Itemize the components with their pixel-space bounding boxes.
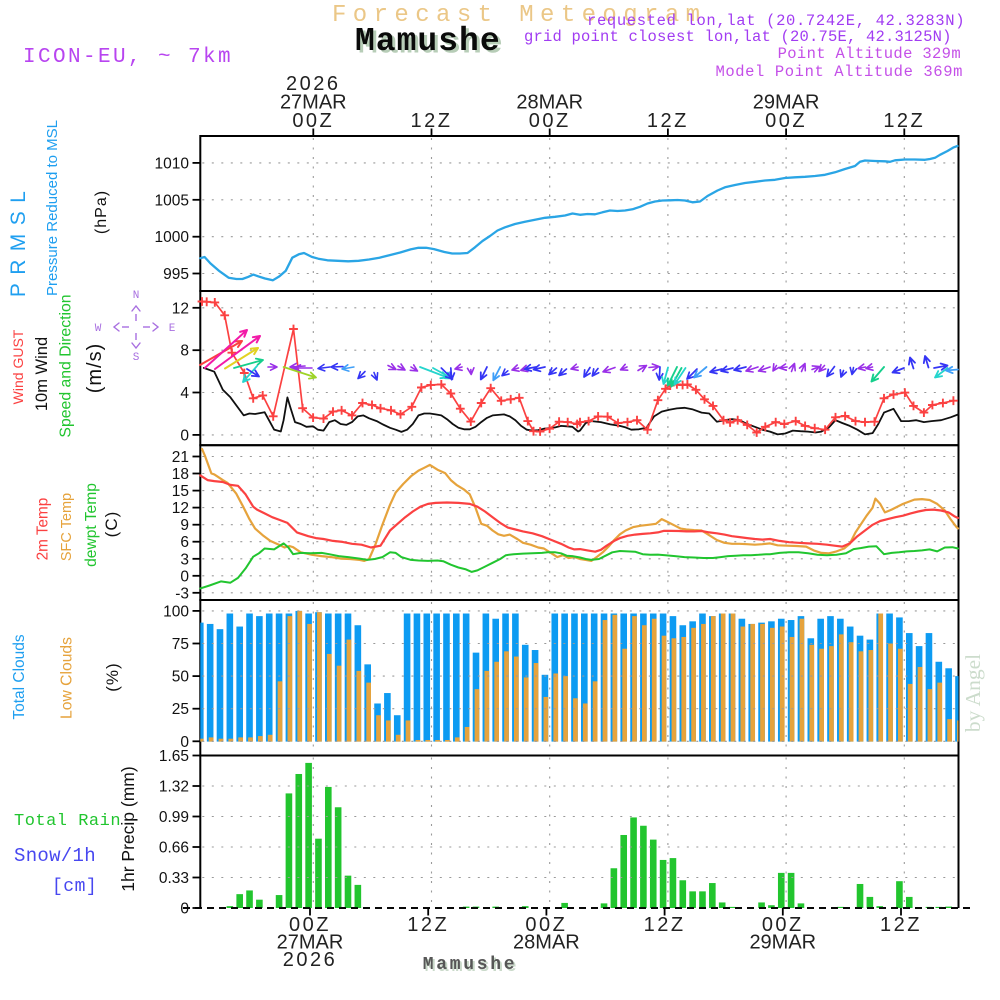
svg-text:W: W — [95, 323, 102, 335]
svg-text:21: 21 — [172, 449, 189, 466]
svg-text:0.99: 0.99 — [159, 809, 189, 826]
svg-text:Mamushe: Mamushe — [358, 26, 504, 63]
svg-text:0: 0 — [180, 901, 189, 918]
svg-text:PRMSL: PRMSL — [7, 183, 30, 297]
svg-text:(%): (%) — [103, 662, 122, 691]
svg-text:12Z: 12Z — [644, 914, 686, 936]
svg-text:Wind GUST: Wind GUST — [10, 329, 26, 404]
svg-text:00Z: 00Z — [525, 914, 567, 936]
svg-text:dewpt Temp: dewpt Temp — [83, 483, 100, 567]
svg-text:Snow/1h: Snow/1h — [14, 845, 96, 867]
svg-text:12: 12 — [172, 300, 189, 317]
svg-text:12Z: 12Z — [883, 110, 925, 132]
svg-text:10m Wind: 10m Wind — [33, 337, 51, 411]
svg-text:N: N — [133, 290, 140, 302]
svg-text:0: 0 — [180, 734, 189, 751]
svg-text:SFC Temp: SFC Temp — [59, 493, 75, 561]
svg-text:12Z: 12Z — [880, 914, 922, 936]
svg-text:0.66: 0.66 — [159, 840, 189, 857]
svg-text:2026: 2026 — [286, 73, 341, 95]
svg-text:requested lon,lat (20.7242E, 4: requested lon,lat (20.7242E, 42.3283N) — [587, 12, 965, 30]
svg-text:Forecast Meteogram: Forecast Meteogram — [332, 2, 706, 29]
svg-text:29MAR: 29MAR — [749, 932, 816, 954]
svg-text:12Z: 12Z — [411, 110, 453, 132]
svg-text:Mamushe: Mamushe — [425, 957, 520, 977]
svg-text:Speed and Direction: Speed and Direction — [58, 294, 75, 437]
svg-text:Model Point Altitude 369m: Model Point Altitude 369m — [715, 63, 963, 81]
svg-text:00Z: 00Z — [765, 110, 807, 132]
svg-text:Mamushe: Mamushe — [355, 23, 501, 60]
svg-text:9: 9 — [180, 517, 189, 534]
svg-text:75: 75 — [172, 636, 189, 653]
svg-text:100: 100 — [163, 603, 189, 620]
svg-text:27MAR: 27MAR — [277, 932, 344, 954]
svg-text:28MAR: 28MAR — [516, 92, 583, 114]
svg-text:2m Temp: 2m Temp — [35, 498, 52, 561]
svg-text:Point Altitude 329m: Point Altitude 329m — [778, 45, 961, 63]
svg-text:4: 4 — [180, 385, 189, 402]
svg-text:27MAR: 27MAR — [280, 92, 347, 114]
svg-text:0: 0 — [180, 427, 189, 444]
svg-text:28MAR: 28MAR — [513, 932, 580, 954]
svg-text:995: 995 — [163, 266, 189, 283]
svg-text:1010: 1010 — [155, 155, 190, 172]
svg-text:Total Clouds: Total Clouds — [11, 634, 28, 720]
svg-text:(m/s): (m/s) — [84, 343, 106, 394]
svg-text:25: 25 — [172, 701, 189, 718]
svg-text:00Z: 00Z — [529, 110, 571, 132]
svg-text:12Z: 12Z — [647, 110, 689, 132]
svg-text:E: E — [169, 323, 176, 335]
svg-text:[cm]: [cm] — [52, 877, 97, 897]
svg-text:00Z: 00Z — [292, 110, 334, 132]
svg-text:Pressure Reduced to MSL: Pressure Reduced to MSL — [44, 120, 61, 296]
svg-text:29MAR: 29MAR — [753, 92, 820, 114]
svg-text:1.32: 1.32 — [159, 779, 189, 796]
svg-text:00Z: 00Z — [762, 914, 804, 936]
svg-text:15: 15 — [172, 483, 189, 500]
svg-text:Low Clouds: Low Clouds — [59, 637, 76, 719]
svg-text:(C): (C) — [102, 511, 121, 538]
svg-text:0.33: 0.33 — [159, 870, 189, 887]
svg-text:18: 18 — [172, 466, 189, 483]
svg-text:12Z: 12Z — [407, 914, 449, 936]
svg-text:by Angel: by Angel — [961, 654, 985, 732]
svg-text:grid point closest lon,lat (20: grid point closest lon,lat (20.75E, 42.3… — [524, 28, 952, 46]
svg-text:Total Rain: Total Rain — [14, 812, 121, 831]
svg-text:12: 12 — [172, 500, 189, 517]
svg-text:Mamushe: Mamushe — [423, 955, 518, 975]
svg-text:0: 0 — [180, 568, 189, 585]
svg-text:50: 50 — [172, 669, 190, 686]
svg-text:1000: 1000 — [155, 229, 190, 246]
svg-text:ICON-EU, ~ 7km: ICON-EU, ~ 7km — [23, 46, 233, 69]
svg-text:1005: 1005 — [155, 192, 189, 209]
svg-text:2026: 2026 — [283, 949, 338, 971]
svg-text:1.65: 1.65 — [159, 748, 189, 765]
svg-text:1hr Precip (mm): 1hr Precip (mm) — [118, 766, 138, 891]
svg-text:8: 8 — [180, 343, 189, 360]
svg-text:S: S — [133, 352, 140, 364]
svg-text:3: 3 — [180, 551, 189, 568]
svg-text:(hPa): (hPa) — [93, 190, 110, 234]
svg-text:-3: -3 — [175, 585, 189, 602]
svg-text:00Z: 00Z — [289, 914, 331, 936]
svg-text:6: 6 — [180, 534, 189, 551]
